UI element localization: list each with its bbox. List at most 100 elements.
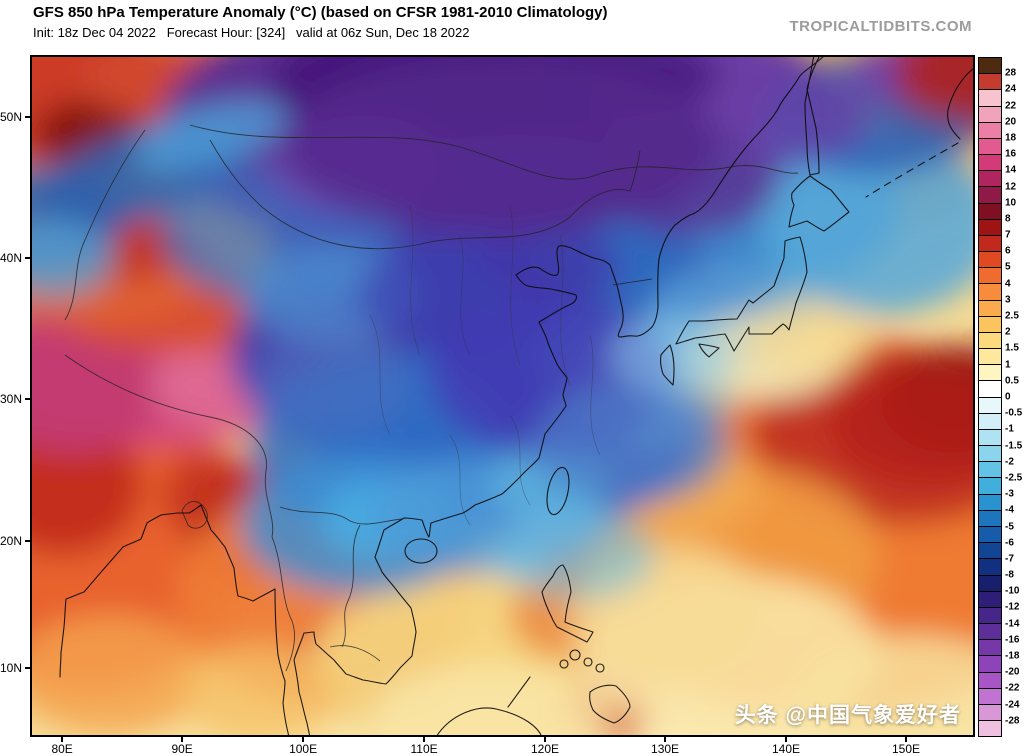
border-korea-dmz [612, 278, 653, 286]
colorbar-segment [979, 381, 1001, 398]
colorbar-tick-label: 2 [1005, 326, 1011, 338]
x-axis-labels: 80E 90E 100E 110E 120E 130E 140E 150E [30, 737, 975, 756]
colorbar-tick-label: 0 [1005, 391, 1011, 403]
colorbar-segment [979, 187, 1001, 204]
colorbar-segment [979, 446, 1001, 463]
x-axis-tick-label: 100E [289, 742, 318, 756]
colorbar-tick-label: 7 [1005, 229, 1011, 241]
colorbar-tick-label: -14 [1005, 618, 1020, 630]
colorbar-tick-label: 10 [1005, 197, 1017, 209]
colorbar-tick-label: -2 [1005, 456, 1014, 468]
colorbar-tick-label: -22 [1005, 682, 1020, 694]
colorbar-segment [979, 58, 1001, 75]
y-axis-tick-label: 20N [0, 534, 22, 549]
colorbar-segment [979, 332, 1001, 350]
colorbar-tick-label: 22 [1005, 100, 1017, 112]
anomaly-blob [30, 220, 115, 300]
colorbar-tick-label: -5 [1005, 521, 1014, 533]
x-axis-tick [302, 737, 305, 742]
colorbar-tick-label: 6 [1005, 245, 1011, 257]
anomaly-blob [280, 55, 720, 235]
anomaly-blob [760, 135, 975, 315]
colorbar-tick-label: 24 [1005, 83, 1017, 95]
border-se-asia [271, 524, 381, 672]
coast-palawan [507, 676, 531, 708]
coast-sakhalin [804, 54, 821, 176]
anomaly-blob [750, 305, 870, 375]
colorbar-tick-label: 16 [1005, 148, 1017, 160]
border-xinjiang-west [64, 129, 146, 321]
colorbar-tick-label: -2.5 [1005, 472, 1023, 484]
y-axis-tick-label: 30N [0, 391, 22, 406]
colorbar-tick-label: -20 [1005, 666, 1020, 678]
coast-visayas-2 [583, 657, 593, 667]
coast-visayas-4 [595, 663, 605, 673]
coast-visayas-1 [569, 649, 581, 661]
chart-title: GFS 850 hPa Temperature Anomaly (°C) (ba… [33, 4, 608, 21]
anomaly-blob [610, 315, 730, 395]
colorbar-segment [979, 349, 1001, 366]
coast-hainan [404, 538, 438, 564]
anomaly-map-svg [30, 54, 976, 738]
cn-watermark: 头条 @中国气象爱好者 [734, 704, 961, 727]
colorbar-segment [979, 365, 1001, 382]
colorbar-tick-label: -10 [1005, 585, 1020, 597]
anomaly-blob [30, 615, 210, 735]
anomaly-blob [895, 55, 975, 120]
colorbar: 28 24 22 20 18 16 14 12 10 8 7 6 5 4 3 2.5 2 1.5 1 0.5 0 -0.5… [978, 57, 1024, 737]
colorbar-segment [979, 591, 1001, 608]
colorbar-tick-label: 5 [1005, 261, 1011, 273]
province-lines [369, 204, 601, 526]
colorbar-segment [979, 413, 1001, 430]
colorbar-segment [979, 526, 1001, 544]
x-axis-tick-label: 120E [531, 742, 560, 756]
colorbar-tick-label: -3 [1005, 488, 1014, 500]
x-axis-tick [664, 737, 667, 742]
y-axis-tick [25, 540, 30, 543]
colorbar-tick-label: -7 [1005, 553, 1014, 565]
colorbar-segment [979, 138, 1001, 156]
coast-bay-of-bengal [59, 504, 290, 738]
colorbar-segment [979, 494, 1001, 511]
colorbar-segment [979, 688, 1001, 705]
coast-borneo [435, 707, 543, 738]
x-axis-tick-label: 150E [891, 742, 921, 756]
colorbar-segment [979, 429, 1001, 447]
coast-mindanao [589, 684, 631, 724]
x-axis-tick [544, 737, 547, 742]
x-axis-tick-label: 130E [651, 742, 680, 756]
anomaly-blob [830, 365, 975, 485]
colorbar-segment [979, 268, 1001, 285]
colorbar-segment [979, 575, 1001, 592]
chart-subtitle: Init: 18z Dec 04 2022 Forecast Hour: [32… [33, 25, 470, 40]
colorbar-tick-label: -18 [1005, 650, 1020, 662]
x-axis-tick [785, 737, 787, 742]
colorbar-tick-label: -0.5 [1005, 407, 1023, 419]
x-axis-tick-label: 140E [771, 742, 801, 756]
colorbar-labels: 28 24 22 20 18 16 14 12 10 8 7 6 5 4 3 2.5 2 1.5 1 0.5 0 -0.5… [1005, 57, 1024, 737]
colorbar-tick-label: 2.5 [1005, 310, 1019, 322]
coast-kamchatka [947, 66, 976, 140]
colorbar-segment [979, 74, 1001, 91]
colorbar-segment [979, 640, 1001, 657]
colorbar-segment [979, 171, 1001, 188]
colorbar-segment [979, 203, 1001, 220]
colorbar-segment [979, 235, 1001, 253]
colorbar-segment [979, 721, 1001, 737]
colorbar-tick-label: 20 [1005, 116, 1017, 128]
kuril-islands [865, 142, 959, 198]
colorbar-segment [979, 543, 1001, 560]
colorbar-segment [979, 252, 1001, 269]
anomaly-blob [480, 225, 620, 305]
coast-mainland-east [293, 54, 826, 738]
colorbar-tick-label: 8 [1005, 213, 1011, 225]
coast-luzon [541, 564, 594, 643]
coast-japan-honshu [675, 236, 808, 352]
colorbar-segment [979, 106, 1001, 123]
colorbar-segment [979, 122, 1001, 139]
coast-japan-hokkaido [788, 175, 850, 232]
x-axis-tick-label: 110E [410, 742, 438, 756]
colorbar-tick-label: 4 [1005, 278, 1011, 290]
colorbar-tick-label: -8 [1005, 569, 1014, 581]
